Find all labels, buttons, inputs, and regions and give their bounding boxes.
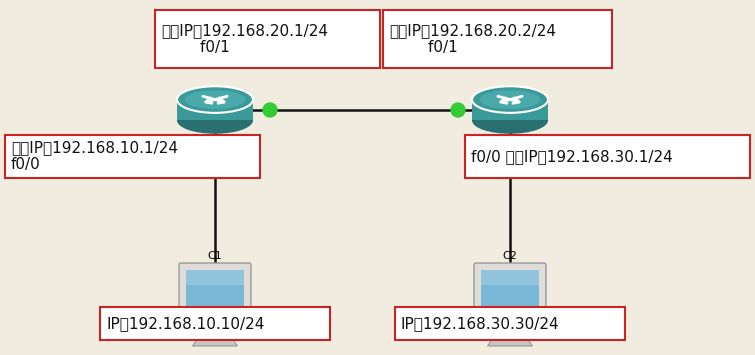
Circle shape (503, 153, 517, 167)
Text: f0/1: f0/1 (161, 40, 230, 55)
Text: 接口IP：192.168.10.1/24: 接口IP：192.168.10.1/24 (11, 141, 178, 155)
FancyBboxPatch shape (186, 270, 244, 308)
Text: R1: R1 (207, 142, 223, 155)
Text: C1: C1 (208, 251, 223, 261)
FancyBboxPatch shape (100, 307, 330, 340)
FancyBboxPatch shape (186, 270, 244, 285)
Text: 接口IP：192.168.20.1/24: 接口IP：192.168.20.1/24 (161, 23, 328, 38)
Ellipse shape (472, 86, 548, 113)
FancyBboxPatch shape (5, 135, 260, 178)
FancyBboxPatch shape (155, 10, 380, 68)
Text: IP：192.168.30.30/24: IP：192.168.30.30/24 (401, 316, 559, 331)
Polygon shape (193, 328, 238, 346)
Polygon shape (488, 328, 532, 346)
Text: f0/0: f0/0 (11, 158, 41, 173)
Ellipse shape (185, 90, 245, 109)
Polygon shape (177, 99, 253, 120)
FancyBboxPatch shape (179, 263, 251, 315)
Ellipse shape (177, 107, 253, 134)
Circle shape (451, 103, 465, 117)
Ellipse shape (177, 86, 253, 113)
Text: IP：192.168.10.10/24: IP：192.168.10.10/24 (106, 316, 264, 331)
FancyBboxPatch shape (474, 263, 546, 315)
FancyBboxPatch shape (481, 270, 539, 308)
Text: f0/0 接口IP：192.168.30.1/24: f0/0 接口IP：192.168.30.1/24 (471, 149, 673, 164)
Text: 接口IP：192.168.20.2/24: 接口IP：192.168.20.2/24 (389, 23, 556, 38)
Text: R2: R2 (501, 142, 519, 155)
FancyBboxPatch shape (383, 10, 612, 68)
Ellipse shape (472, 107, 548, 134)
Circle shape (208, 153, 222, 167)
FancyBboxPatch shape (395, 307, 625, 340)
Text: f0/1: f0/1 (389, 40, 458, 55)
Circle shape (263, 103, 277, 117)
Polygon shape (472, 99, 548, 120)
Ellipse shape (479, 90, 541, 109)
FancyBboxPatch shape (481, 270, 539, 285)
Text: C2: C2 (503, 251, 517, 261)
FancyBboxPatch shape (465, 135, 750, 178)
